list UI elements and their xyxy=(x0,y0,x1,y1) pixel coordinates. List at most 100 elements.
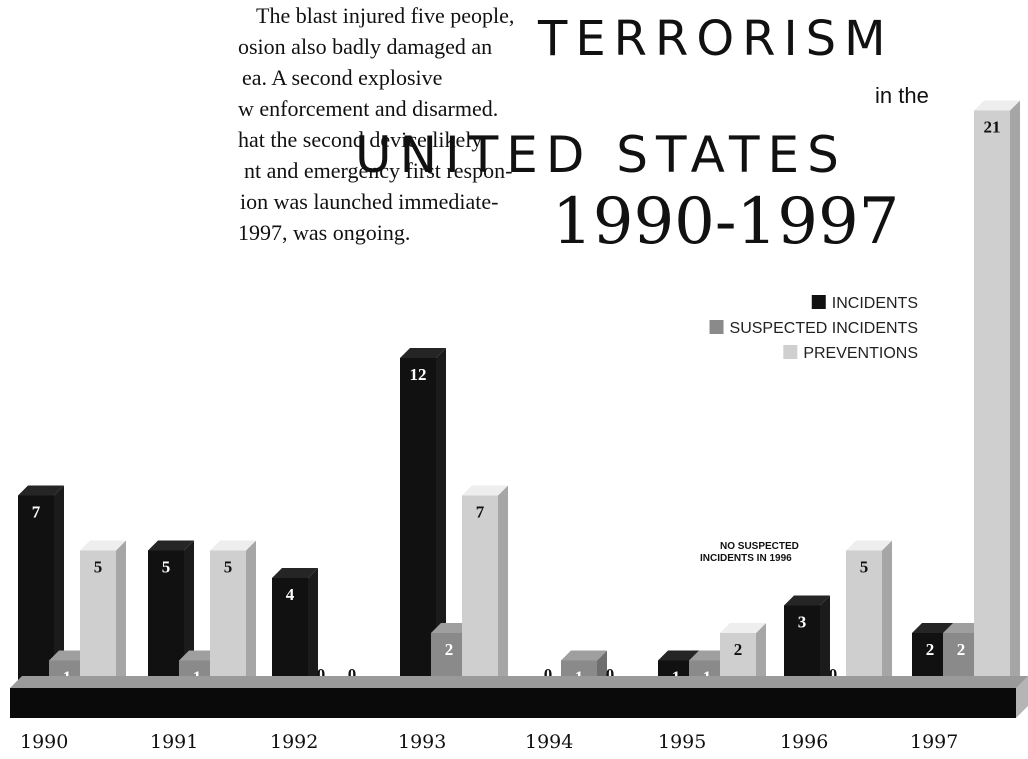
bar-side xyxy=(246,540,256,688)
article-text-fragment: The blast injured five people, osion als… xyxy=(238,0,558,248)
x-tick-label: 1992 xyxy=(270,731,318,753)
bar-value-label: 7 xyxy=(476,503,485,522)
bar-top xyxy=(974,100,1020,111)
bar-side xyxy=(54,485,64,688)
bar-value-label: 2 xyxy=(957,640,966,659)
legend-label: SUSPECTED INCIDENTS xyxy=(730,320,918,337)
bar-top xyxy=(400,348,446,358)
bar-value-label: 5 xyxy=(162,558,171,577)
article-line: hat the second device likely xyxy=(238,127,483,152)
annotation-line2: INCIDENTS IN 1996 xyxy=(700,553,792,564)
bar-front xyxy=(846,550,882,688)
baseline-top xyxy=(10,676,1028,688)
legend-entry: PREVENTIONS xyxy=(783,345,918,362)
bar-top xyxy=(18,485,64,496)
chart-title-line2: UNITED STATES xyxy=(355,126,847,184)
bar-side xyxy=(820,595,830,688)
bar-1996-preventions: 5 xyxy=(846,540,892,688)
bar-top xyxy=(720,623,766,633)
bar-side xyxy=(882,540,892,688)
bar-value-label: 5 xyxy=(94,558,103,577)
bar-1996-incidents: 3 xyxy=(784,595,830,688)
baseline-front xyxy=(10,688,1016,718)
x-tick-label: 1994 xyxy=(525,731,573,753)
bar-1990-preventions: 5 xyxy=(80,540,126,688)
legend-label: INCIDENTS xyxy=(832,295,918,312)
bar-top xyxy=(462,485,508,496)
legend-label: PREVENTIONS xyxy=(803,345,918,362)
article-line: nt and emergency first respon- xyxy=(244,158,513,183)
legend-entry: INCIDENTS xyxy=(811,295,918,312)
annotation-line1: NO SUSPECTED xyxy=(720,541,799,552)
bar-front xyxy=(148,550,184,688)
bar-top xyxy=(210,540,256,551)
article-line: The blast injured five people, xyxy=(256,3,515,28)
bar-front xyxy=(272,578,308,688)
bar-value-label: 4 xyxy=(286,585,295,604)
bar-value-label: 21 xyxy=(984,118,1001,137)
x-tick-label: 1990 xyxy=(20,731,68,753)
chart-title-connector: in the xyxy=(875,83,929,108)
chart-title-years: 1990-1997 xyxy=(552,185,899,259)
bar-side xyxy=(116,540,126,688)
bar-front xyxy=(462,495,498,688)
bar-side xyxy=(436,348,446,688)
bar-value-label: 12 xyxy=(410,365,427,384)
bar-side xyxy=(756,623,766,688)
bar-1993-incidents: 12 xyxy=(400,348,446,688)
bar-top xyxy=(784,595,830,606)
bar-side xyxy=(498,485,508,688)
bar-value-label: 0 xyxy=(829,665,838,684)
bar-value-label: 5 xyxy=(224,558,233,577)
bar-top xyxy=(272,568,318,578)
x-tick-label: 1991 xyxy=(150,731,198,753)
bar-front xyxy=(784,605,820,688)
bar-front xyxy=(400,358,436,688)
bar-front xyxy=(974,110,1010,688)
legend-swatch xyxy=(811,295,826,309)
bar-value-label: 2 xyxy=(445,640,454,659)
x-tick-label: 1996 xyxy=(780,731,828,753)
article-line: ea. A second explosive xyxy=(242,65,443,90)
bar-value-label: 0 xyxy=(317,665,326,684)
bar-1993-preventions: 7 xyxy=(462,485,508,688)
legend-entry: SUSPECTED INCIDENTS xyxy=(709,320,918,337)
bar-value-label: 3 xyxy=(798,613,807,632)
bar-top xyxy=(148,540,194,551)
bar-value-label: 5 xyxy=(860,558,869,577)
bar-value-label: 0 xyxy=(348,665,357,684)
x-axis-labels: 1990 1991 1992 1993 1994 1995 1996 1997 xyxy=(20,731,958,753)
bar-1990-incidents: 7 xyxy=(18,485,64,688)
bar-value-label: 2 xyxy=(926,640,935,659)
bar-front xyxy=(18,495,54,688)
x-tick-label: 1993 xyxy=(398,731,446,753)
bar-front xyxy=(80,550,116,688)
bar-value-label: 7 xyxy=(32,503,41,522)
article-line: osion also badly damaged an xyxy=(238,34,493,59)
baseline-side xyxy=(1016,676,1028,718)
bar-front xyxy=(210,550,246,688)
bar-side xyxy=(1010,100,1020,688)
bar-top xyxy=(846,540,892,551)
article-line: w enforcement and disarmed. xyxy=(238,96,499,121)
bar-1991-preventions: 5 xyxy=(210,540,256,688)
bar-side xyxy=(308,568,318,688)
bar-top xyxy=(561,650,607,661)
article-line: ion was launched immediate- xyxy=(240,189,499,214)
bar-1997-preventions: 21 xyxy=(974,100,1020,688)
bar-value-label: 2 xyxy=(734,640,743,659)
x-tick-label: 1997 xyxy=(910,731,958,753)
x-tick-label: 1995 xyxy=(658,731,706,753)
bar-1992-incidents: 4 xyxy=(272,568,318,688)
bar-top xyxy=(80,540,126,551)
legend-swatch xyxy=(709,320,724,334)
chart-legend: INCIDENTS SUSPECTED INCIDENTS PREVENTIONS xyxy=(709,295,918,362)
bar-value-label: 0 xyxy=(606,665,615,684)
chart-title: TERRORISM xyxy=(537,11,894,67)
bar-value-label: 0 xyxy=(544,665,553,684)
bar-1991-incidents: 5 xyxy=(148,540,194,688)
legend-swatch xyxy=(783,345,798,359)
article-line: 1997, was ongoing. xyxy=(238,220,411,245)
baseline-bar xyxy=(10,676,1028,718)
